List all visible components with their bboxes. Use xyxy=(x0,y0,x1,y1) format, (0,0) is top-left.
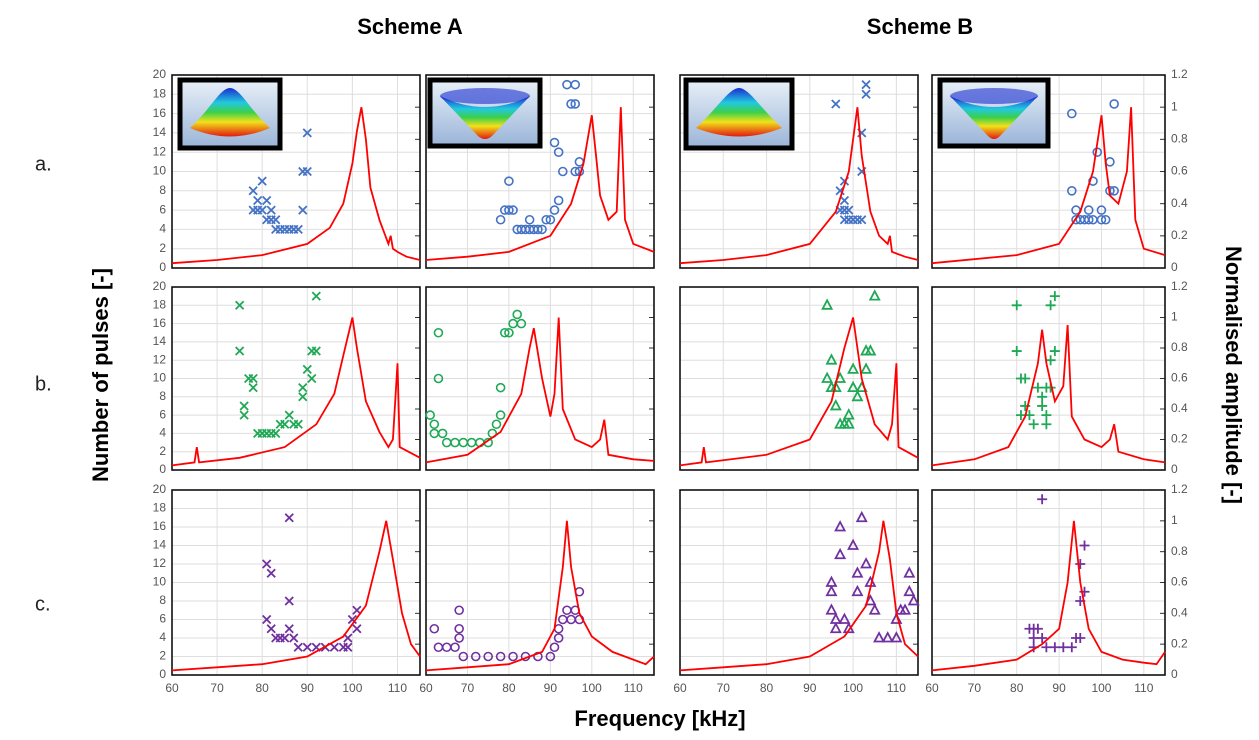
x-tick-label: 110 xyxy=(1134,681,1153,695)
y-tick-label: 2 xyxy=(159,444,166,458)
x-axis-label: Frequency [kHz] xyxy=(574,706,745,731)
y2-tick-label: 0.2 xyxy=(1171,636,1188,650)
y2-tick-label: 1.2 xyxy=(1171,67,1188,81)
panel xyxy=(426,287,654,470)
x-tick-label: 100 xyxy=(582,681,602,695)
x-tick-label: 60 xyxy=(673,681,687,695)
y-tick-label: 18 xyxy=(153,501,167,515)
y-tick-label: 12 xyxy=(153,556,167,570)
y-tick-label: 20 xyxy=(153,482,167,496)
y2-tick-label: 0.6 xyxy=(1171,164,1188,178)
inset-bowl xyxy=(430,80,540,146)
y-tick-label: 4 xyxy=(159,222,166,236)
y-tick-label: 14 xyxy=(153,334,167,348)
x-tick-label: 70 xyxy=(461,681,475,695)
y-tick-label: 16 xyxy=(153,519,167,533)
x-tick-label: 80 xyxy=(256,681,270,695)
y2-tick-label: 0.4 xyxy=(1171,606,1188,620)
y-tick-label: 0 xyxy=(159,260,166,274)
y-tick-label: 16 xyxy=(153,316,167,330)
y-tick-label: 10 xyxy=(153,164,167,178)
y-tick-label: 2 xyxy=(159,241,166,255)
y-tick-label: 8 xyxy=(159,389,166,403)
y-tick-label: 16 xyxy=(153,106,167,120)
x-tick-label: 90 xyxy=(301,681,315,695)
y-tick-label: 10 xyxy=(153,371,167,385)
y-tick-label: 20 xyxy=(153,279,167,293)
y-tick-label: 20 xyxy=(153,67,167,81)
panel: 60 70 80 90 100 110 xyxy=(419,490,654,695)
column-title: Scheme B xyxy=(867,14,973,39)
y2-tick-label: 1 xyxy=(1171,310,1178,324)
y2-tick-label: 0.8 xyxy=(1171,132,1188,146)
x-tick-label: 70 xyxy=(717,681,731,695)
x-tick-label: 110 xyxy=(388,681,407,695)
y2-tick-label: 1 xyxy=(1171,99,1178,113)
x-tick-label: 70 xyxy=(968,681,982,695)
inset-dome xyxy=(180,80,280,148)
y2-tick-label: 0.4 xyxy=(1171,401,1188,415)
y2-tick-label: 0.6 xyxy=(1171,371,1188,385)
panel: 60 70 80 90 100 110 0 0.2 0.4 0.6 0.8 1 1.2 xyxy=(925,482,1188,695)
inset-bowl xyxy=(940,80,1048,146)
y-tick-label: 12 xyxy=(153,144,167,158)
figure: Scheme A Scheme B a. b. c. Number of pul… xyxy=(0,0,1259,740)
y-tick-label: 18 xyxy=(153,297,167,311)
y2-tick-label: 1.2 xyxy=(1171,279,1188,293)
x-tick-label: 100 xyxy=(342,681,362,695)
x-tick-label: 80 xyxy=(1010,681,1024,695)
y-tick-label: 0 xyxy=(159,667,166,681)
y2-tick-label: 1 xyxy=(1171,513,1178,527)
x-tick-label: 90 xyxy=(803,681,817,695)
panel: 0 2 4 6 8 10 12 14 16 18 20 xyxy=(153,279,420,476)
inset-dome xyxy=(686,80,792,148)
y-axis-label: Number of pulses [-] xyxy=(88,268,113,482)
x-tick-label: 80 xyxy=(502,681,516,695)
y2-tick-label: 0.2 xyxy=(1171,432,1188,446)
y2-tick-label: 0 xyxy=(1171,260,1178,274)
panel xyxy=(680,287,918,470)
y-tick-label: 4 xyxy=(159,426,166,440)
y-tick-label: 18 xyxy=(153,86,167,100)
row-label: b. xyxy=(35,373,52,395)
y2-tick-label: 0.6 xyxy=(1171,575,1188,589)
y2-tick-label: 0.2 xyxy=(1171,228,1188,242)
y-tick-label: 6 xyxy=(159,407,166,421)
y-tick-label: 8 xyxy=(159,593,166,607)
x-tick-label: 100 xyxy=(1091,681,1111,695)
y2-tick-label: 1.2 xyxy=(1171,482,1188,496)
x-tick-label: 110 xyxy=(887,681,906,695)
y2-tick-label: 0 xyxy=(1171,667,1178,681)
y2-tick-label: 0.8 xyxy=(1171,340,1188,354)
panel: 0 0.2 0.4 0.6 0.8 1 1.2 xyxy=(932,279,1188,476)
y-tick-label: 6 xyxy=(159,202,166,216)
x-tick-label: 110 xyxy=(624,681,643,695)
y2-axis-label: Normalised amplitude [-] xyxy=(1221,246,1246,504)
x-tick-label: 90 xyxy=(1052,681,1066,695)
y-tick-label: 4 xyxy=(159,630,166,644)
y-tick-label: 12 xyxy=(153,352,167,366)
y2-tick-label: 0.8 xyxy=(1171,544,1188,558)
x-tick-label: 80 xyxy=(760,681,774,695)
row-label: a. xyxy=(35,153,52,175)
y-tick-label: 14 xyxy=(153,125,167,139)
y-tick-label: 14 xyxy=(153,538,167,552)
y-tick-label: 2 xyxy=(159,649,166,663)
y2-tick-label: 0 xyxy=(1171,462,1178,476)
x-tick-label: 60 xyxy=(165,681,179,695)
panel: 60 70 80 90 100 110 xyxy=(673,490,918,695)
y-tick-label: 6 xyxy=(159,612,166,626)
panel: 60 70 80 90 100 110 0 2 4 6 8 10 12 14 16 18 20 xyxy=(153,482,420,695)
row-label: c. xyxy=(35,593,51,615)
y-tick-label: 10 xyxy=(153,575,167,589)
y-tick-label: 0 xyxy=(159,462,166,476)
x-tick-label: 90 xyxy=(544,681,558,695)
y2-tick-label: 0.4 xyxy=(1171,196,1188,210)
x-tick-label: 60 xyxy=(419,681,433,695)
x-tick-label: 70 xyxy=(210,681,224,695)
x-tick-label: 60 xyxy=(925,681,939,695)
column-title: Scheme A xyxy=(357,14,463,39)
x-tick-label: 100 xyxy=(843,681,863,695)
y-tick-label: 8 xyxy=(159,183,166,197)
